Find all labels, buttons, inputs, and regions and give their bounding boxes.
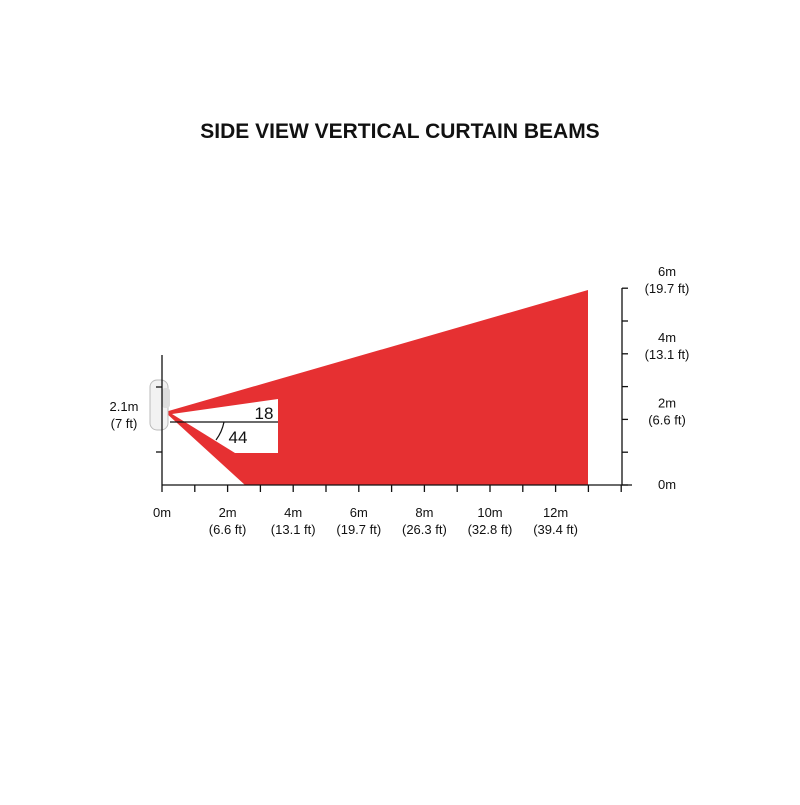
x-sublabel: (19.7 ft) bbox=[336, 522, 381, 537]
x-sublabel: (6.6 ft) bbox=[209, 522, 247, 537]
axes bbox=[156, 287, 632, 492]
title: SIDE VIEW VERTICAL CURTAIN BEAMS bbox=[200, 120, 599, 143]
y-sublabel: (13.1 ft) bbox=[645, 347, 690, 362]
x-label: 6m bbox=[350, 505, 368, 520]
x-sublabel: (13.1 ft) bbox=[271, 522, 316, 537]
sensor bbox=[149, 379, 170, 431]
x-label: 12m bbox=[543, 505, 568, 520]
x-label: 0m bbox=[153, 505, 171, 520]
y-label: 4m bbox=[658, 330, 676, 345]
y-label: 6m bbox=[658, 264, 676, 279]
angle-lower: 44 bbox=[229, 428, 248, 447]
mount-height-ft: (7 ft) bbox=[111, 416, 138, 431]
y-label: 0m bbox=[658, 477, 676, 492]
beam-gap bbox=[172, 399, 278, 453]
x-label: 8m bbox=[415, 505, 433, 520]
x-sublabel: (26.3 ft) bbox=[402, 522, 447, 537]
angle-arc bbox=[215, 421, 225, 441]
x-label: 10m bbox=[477, 505, 502, 520]
angle-upper: 18 bbox=[255, 404, 274, 423]
x-sublabel: (39.4 ft) bbox=[533, 522, 578, 537]
x-sublabel: (32.8 ft) bbox=[468, 522, 513, 537]
x-label: 4m bbox=[284, 505, 302, 520]
y-sublabel: (19.7 ft) bbox=[645, 281, 690, 296]
mount-height: 2.1m bbox=[110, 399, 139, 414]
x-label: 2m bbox=[219, 505, 237, 520]
y-label: 2m bbox=[658, 395, 676, 410]
y-sublabel: (6.6 ft) bbox=[648, 412, 686, 427]
beam-area bbox=[165, 290, 588, 485]
